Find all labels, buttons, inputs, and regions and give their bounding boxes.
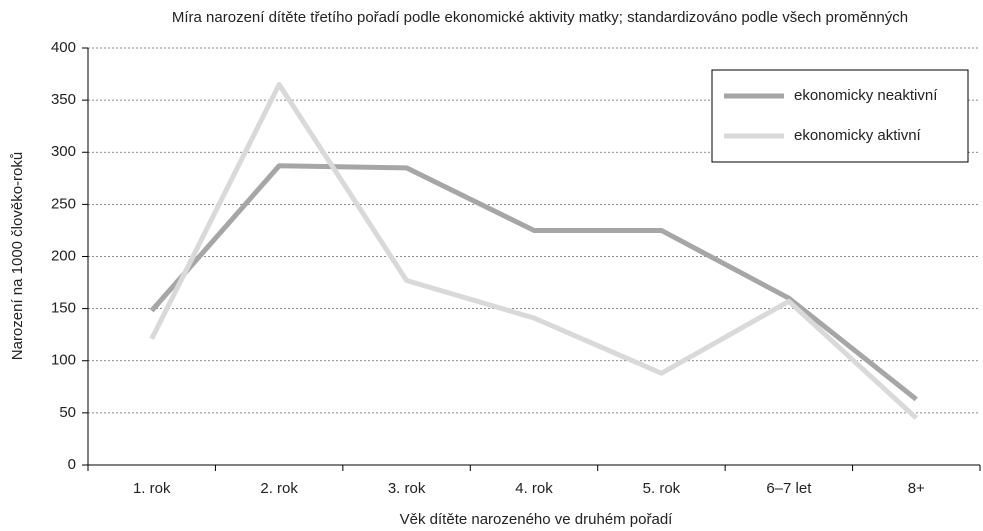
x-tick-label: 4. rok [515, 480, 553, 497]
legend-box [711, 69, 969, 163]
legend-label: ekonomicky neaktivní [794, 87, 938, 104]
y-tick-label: 250 [51, 195, 76, 212]
legend-label: ekonomicky aktivní [794, 127, 922, 144]
x-tick-label: 6–7 let [766, 480, 812, 497]
series-line [149, 163, 918, 402]
y-tick-label: 350 [51, 91, 76, 108]
x-tick-label: 2. rok [260, 480, 298, 497]
y-tick-label: 0 [68, 456, 76, 473]
y-tick-label: 200 [51, 247, 76, 264]
y-tick-label: 150 [51, 300, 76, 317]
x-axis-label: Věk dítěte narozeného ve druhém pořadí [400, 511, 674, 528]
x-tick-label: 1. rok [133, 480, 171, 497]
series-line [149, 81, 918, 420]
chart-title: Míra narození dítěte třetího pořadí podl… [172, 9, 908, 26]
x-tick-label: 8+ [908, 480, 925, 497]
x-tick-label: 5. rok [643, 480, 681, 497]
y-tick-label: 300 [51, 143, 76, 160]
y-tick-label: 400 [51, 39, 76, 56]
y-axis-label: Narození na 1000 člověko-roků [9, 152, 26, 360]
y-tick-label: 50 [59, 404, 76, 421]
x-tick-label: 3. rok [388, 480, 426, 497]
y-tick-label: 100 [51, 352, 76, 369]
